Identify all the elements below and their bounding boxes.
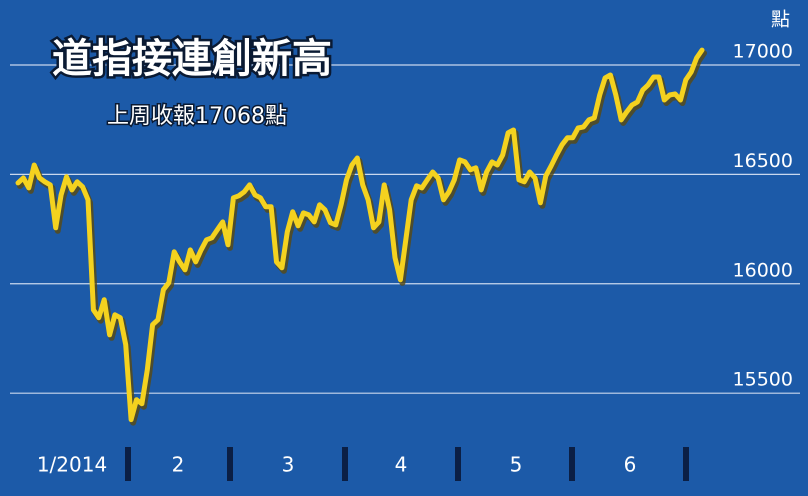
y-tick-label: 15500 [733, 369, 793, 391]
x-tick-label: 5 [510, 453, 523, 477]
y-tick-label: 17000 [733, 40, 793, 62]
y-tick-label: 16000 [733, 259, 793, 281]
month-separator [125, 447, 131, 481]
line [15, 47, 705, 423]
x-tick-label: 4 [395, 453, 408, 477]
month-separator [342, 447, 348, 481]
month-separator [455, 447, 461, 481]
month-separator [569, 447, 575, 481]
x-tick-label: 2 [172, 453, 185, 477]
chart-title: 道指接連創新高 [52, 35, 332, 82]
month-separator [683, 447, 689, 481]
x-tick-label: 6 [624, 453, 637, 477]
y-unit: 點 [771, 9, 790, 31]
x-tick-label: 3 [282, 453, 295, 477]
chart-subtitle: 上周收報17068點 [107, 104, 287, 129]
y-tick-label: 16500 [733, 150, 793, 172]
x-tick-label: 1/2014 [37, 453, 107, 477]
month-separator [227, 447, 233, 481]
